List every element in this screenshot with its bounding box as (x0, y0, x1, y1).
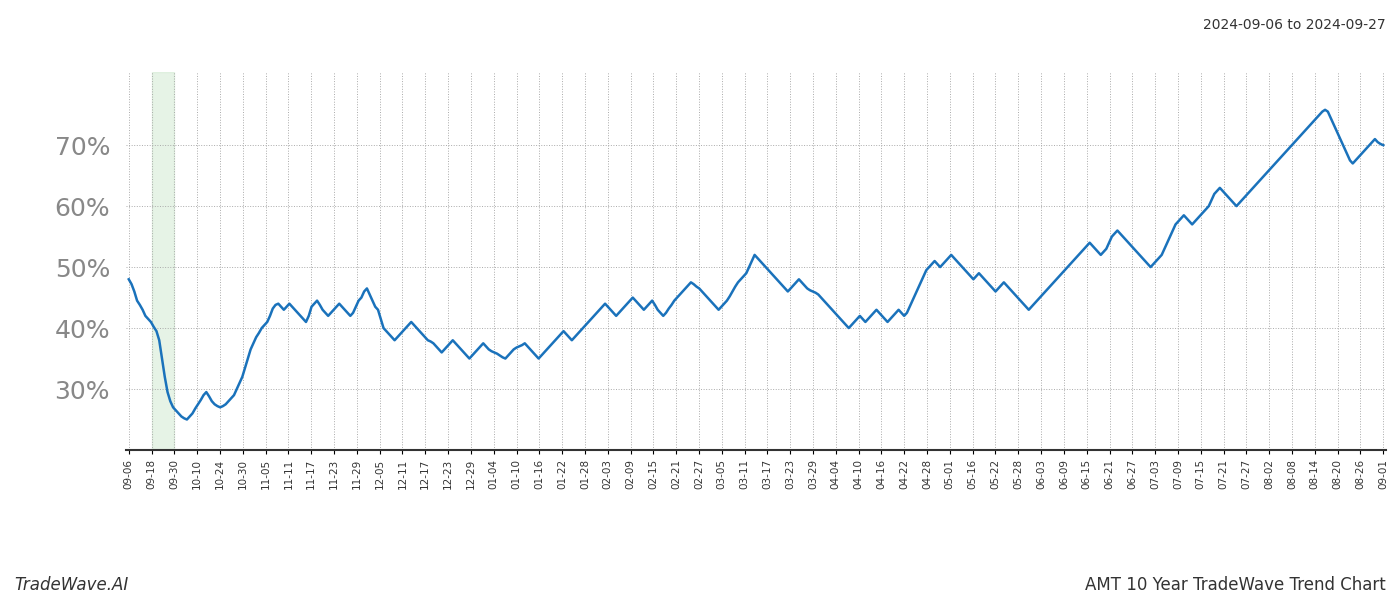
Bar (151, 72, 175, 450)
Text: 2024-09-06 to 2024-09-27: 2024-09-06 to 2024-09-27 (1204, 18, 1386, 32)
Text: TradeWave.AI: TradeWave.AI (14, 576, 129, 594)
Text: AMT 10 Year TradeWave Trend Chart: AMT 10 Year TradeWave Trend Chart (1085, 576, 1386, 594)
